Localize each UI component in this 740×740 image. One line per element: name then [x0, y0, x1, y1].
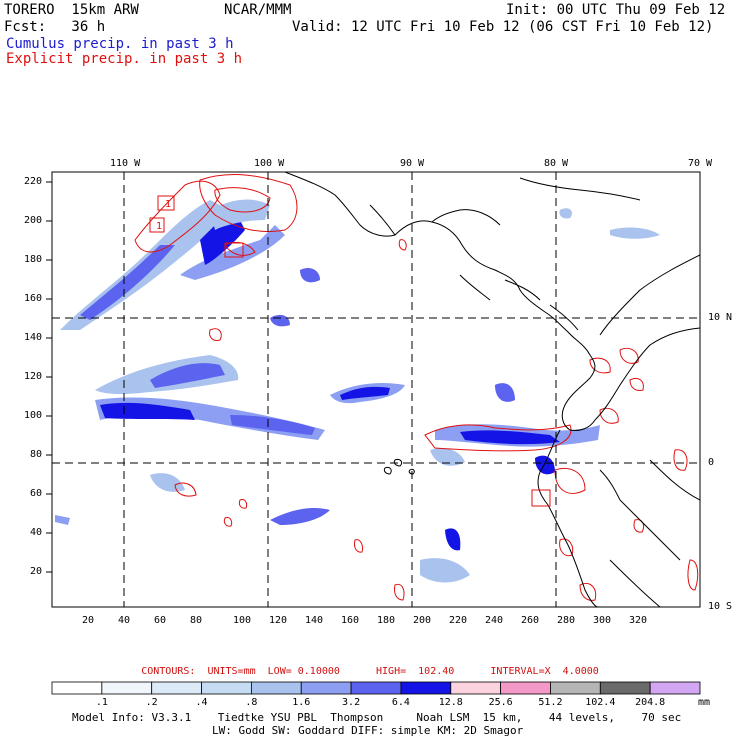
grid-y-label: 40 — [30, 527, 43, 538]
contour-info: CONTOURS: UNITS=mm LOW= 0.10000 HIGH= 10… — [141, 666, 599, 677]
colorbar-swatch — [500, 681, 551, 695]
org-label: NCAR/MMM — [224, 2, 292, 18]
grid-x-label: 20 — [82, 615, 95, 626]
lat-label: 10 S — [708, 601, 733, 612]
lon-label: 90 W — [400, 158, 425, 169]
colorbar-swatch — [550, 681, 601, 695]
grid-y-label: 20 — [30, 566, 43, 577]
colorbar-swatch — [599, 681, 651, 695]
axis-ticks — [46, 181, 52, 573]
colorbar-level-label: 204.8 — [635, 697, 665, 708]
colorbar-level-label: 3.2 — [342, 697, 360, 708]
colorbar-swatch — [151, 681, 202, 695]
grid-y-label: 220 — [24, 176, 43, 187]
latlon-grid — [52, 172, 700, 607]
lon-label: 80 W — [544, 158, 569, 169]
grid-y-label: 80 — [30, 449, 43, 460]
explicit-legend: Explicit precip. in past 3 h — [6, 51, 243, 67]
colorbar-level-label: .4 — [196, 697, 208, 708]
grid-x-label: 240 — [485, 615, 504, 626]
colorbar-units: mm — [698, 697, 711, 708]
lon-label: 70 W — [688, 158, 713, 169]
model-title: TORERO 15km ARW — [4, 2, 139, 18]
colorbar-swatch — [400, 681, 452, 695]
colorbar-level-label: .1 — [96, 697, 108, 708]
grid-x-label: 180 — [377, 615, 396, 626]
grid-x-label: 120 — [269, 615, 288, 626]
grid-x-label: 300 — [593, 615, 612, 626]
model-physics: LW: Godd SW: Goddard DIFF: simple KM: 2D… — [212, 724, 524, 737]
colorbar-swatch — [450, 681, 502, 695]
lon-label: 100 W — [254, 158, 285, 169]
grid-x-label: 40 — [118, 615, 131, 626]
grid-x-label: 80 — [190, 615, 203, 626]
colorbar-swatch — [649, 681, 701, 695]
colorbar-level-label: .8 — [245, 697, 257, 708]
colorbar-level-label: 25.6 — [489, 697, 513, 708]
grid-x-label: 60 — [154, 615, 167, 626]
colorbar-swatch — [201, 681, 252, 695]
explicit-precip-contours — [134, 174, 699, 601]
grid-x-label: 280 — [557, 615, 576, 626]
lon-label: 110 W — [110, 158, 141, 169]
colorbar-swatch — [300, 681, 352, 695]
grid-x-label: 200 — [413, 615, 432, 626]
grid-x-label: 320 — [629, 615, 648, 626]
grid-y-label: 100 — [24, 410, 43, 421]
station-label: 1 — [165, 199, 172, 210]
grid-x-label: 140 — [305, 615, 324, 626]
colorbar-level-label: 1.6 — [292, 697, 310, 708]
colorbar-level-label: 12.8 — [439, 697, 463, 708]
map-frame — [51, 171, 701, 608]
grid-y-label: 120 — [24, 371, 43, 382]
forecast-hour: Fcst: 36 h — [4, 19, 106, 35]
grid-x-label: 100 — [233, 615, 252, 626]
grid-y-label: 60 — [30, 488, 43, 499]
grid-y-label: 180 — [24, 254, 43, 265]
colorbar-swatch — [250, 681, 302, 695]
grid-x-label: 220 — [449, 615, 468, 626]
lat-label: 0 — [708, 457, 715, 468]
grid-y-label: 200 — [24, 215, 43, 226]
grid-x-label: 160 — [341, 615, 360, 626]
station-label: 1 — [156, 221, 163, 232]
coastlines — [284, 172, 700, 607]
colorbar-level-label: 102.4 — [585, 697, 615, 708]
colorbar-level-label: .2 — [146, 697, 158, 708]
colorbar-swatch — [51, 681, 103, 695]
lat-label: 10 N — [708, 312, 733, 323]
grid-y-label: 140 — [24, 332, 43, 343]
valid-time: Valid: 12 UTC Fri 10 Feb 12 (06 CST Fri … — [292, 19, 714, 35]
grid-y-label: 160 — [24, 293, 43, 304]
grid-x-label: 260 — [521, 615, 540, 626]
model-info: Model Info: V3.3.1 Tiedtke YSU PBL Thomp… — [72, 711, 682, 724]
colorbar-swatch — [350, 681, 402, 695]
cumulus-legend: Cumulus precip. in past 3 h — [6, 36, 234, 52]
colorbar-level-label: 6.4 — [392, 697, 410, 708]
colorbar-level-label: 51.2 — [538, 697, 562, 708]
station-markers — [149, 195, 551, 507]
colorbar-swatch — [101, 681, 153, 695]
init-time: Init: 00 UTC Thu 09 Feb 12 — [506, 2, 726, 18]
